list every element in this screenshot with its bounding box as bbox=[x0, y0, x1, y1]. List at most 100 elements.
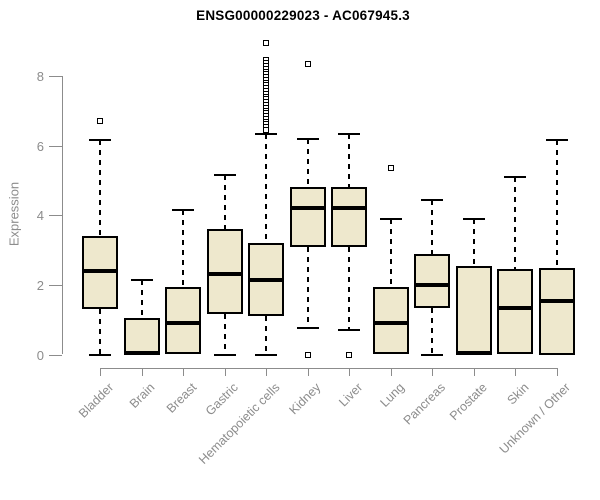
median-line bbox=[331, 206, 367, 211]
upper-whisker-cap bbox=[255, 132, 277, 135]
x-axis-tick bbox=[432, 367, 433, 376]
outlier-point bbox=[387, 165, 394, 172]
y-tick-label: 4 bbox=[36, 208, 44, 224]
y-axis-tick bbox=[49, 215, 62, 217]
x-axis-tick bbox=[349, 367, 350, 376]
median-line bbox=[123, 350, 160, 355]
y-axis-tick bbox=[49, 284, 62, 286]
x-axis-tick bbox=[515, 367, 516, 376]
x-category-label: Lung bbox=[377, 380, 407, 410]
upper-whisker-cap bbox=[213, 174, 236, 177]
lower-whisker-cap bbox=[255, 353, 277, 356]
y-axis-tick bbox=[49, 354, 62, 356]
upper-whisker bbox=[306, 138, 309, 188]
y-axis-tick bbox=[49, 76, 62, 78]
upper-whisker bbox=[99, 140, 101, 237]
box-gastric bbox=[206, 229, 243, 315]
box-brain bbox=[123, 317, 160, 355]
lower-whisker bbox=[265, 316, 267, 355]
x-axis-tick bbox=[390, 367, 392, 376]
upper-whisker bbox=[555, 140, 558, 268]
x-category-label: Pancreas bbox=[400, 380, 449, 428]
outlier-point bbox=[304, 60, 311, 67]
upper-whisker bbox=[348, 133, 350, 188]
x-category-label: Liver bbox=[336, 380, 366, 410]
median-line bbox=[289, 206, 326, 211]
x-axis-tick bbox=[307, 367, 309, 376]
upper-whisker-cap bbox=[379, 217, 402, 220]
x-category-label: Hematopoietic cells bbox=[195, 380, 283, 467]
box-pancreas bbox=[414, 253, 450, 308]
x-axis-tick bbox=[266, 367, 267, 376]
lower-whisker-cap bbox=[296, 327, 319, 330]
x-axis-tick bbox=[141, 367, 143, 376]
median-line bbox=[82, 268, 118, 273]
y-axis-line bbox=[62, 76, 63, 355]
lower-whisker bbox=[223, 314, 226, 355]
box-kidney bbox=[289, 187, 326, 247]
x-axis-tick bbox=[473, 367, 475, 376]
outlier-point bbox=[346, 351, 352, 358]
x-category-label: Breast bbox=[163, 380, 200, 416]
upper-whisker-cap bbox=[462, 217, 485, 220]
y-tick-label: 0 bbox=[36, 347, 44, 363]
lower-whisker bbox=[431, 307, 433, 355]
y-axis-tick bbox=[49, 145, 62, 147]
x-axis-line bbox=[100, 367, 558, 369]
median-line bbox=[497, 305, 533, 310]
lower-whisker bbox=[348, 246, 350, 331]
lower-whisker-cap bbox=[213, 353, 236, 356]
box-liver bbox=[331, 187, 367, 247]
y-tick-label: 8 bbox=[36, 69, 44, 85]
upper-whisker-cap bbox=[421, 198, 443, 201]
upper-whisker-cap bbox=[504, 176, 526, 179]
upper-whisker-cap bbox=[296, 137, 319, 140]
upper-whisker bbox=[389, 218, 392, 287]
y-tick-label: 6 bbox=[36, 138, 44, 154]
upper-whisker bbox=[182, 210, 184, 287]
median-line bbox=[165, 321, 201, 326]
upper-whisker bbox=[140, 279, 143, 318]
x-category-label: Brain bbox=[127, 380, 158, 411]
upper-whisker bbox=[472, 218, 475, 266]
upper-whisker-cap bbox=[89, 139, 111, 142]
upper-whisker-cap bbox=[172, 209, 194, 212]
lower-whisker-cap bbox=[89, 353, 111, 356]
box-unknown-other bbox=[538, 267, 575, 355]
x-category-label: Gastric bbox=[202, 380, 241, 419]
box-lung bbox=[372, 286, 409, 355]
upper-whisker-cap bbox=[130, 278, 153, 281]
upper-whisker bbox=[223, 175, 226, 230]
lower-whisker-cap bbox=[338, 329, 360, 332]
outlier-point bbox=[304, 351, 311, 358]
x-category-label: Prostate bbox=[446, 380, 490, 424]
median-line bbox=[538, 298, 575, 303]
lower-whisker bbox=[99, 309, 101, 355]
upper-whisker-cap bbox=[545, 139, 568, 142]
median-line bbox=[248, 277, 284, 282]
x-axis-tick bbox=[100, 367, 101, 376]
x-axis-tick bbox=[556, 367, 558, 376]
box-prostate bbox=[455, 265, 492, 355]
lower-whisker-cap bbox=[421, 353, 443, 356]
outlier-point bbox=[97, 118, 103, 125]
x-category-label: Kidney bbox=[286, 380, 324, 418]
x-axis-tick bbox=[224, 367, 226, 376]
box-skin bbox=[497, 269, 533, 355]
outlier-point bbox=[263, 127, 269, 134]
chart-title: ENSG00000229023 - AC067945.3 bbox=[196, 8, 410, 23]
box-breast bbox=[165, 286, 201, 355]
x-category-label: Bladder bbox=[75, 380, 117, 421]
x-category-label: Skin bbox=[504, 380, 532, 408]
median-line bbox=[455, 350, 492, 355]
lower-whisker bbox=[306, 246, 309, 329]
upper-whisker bbox=[514, 177, 516, 270]
upper-whisker bbox=[431, 199, 433, 254]
outlier-point bbox=[263, 40, 269, 47]
median-line bbox=[414, 282, 450, 287]
upper-whisker bbox=[265, 133, 267, 244]
upper-whisker-cap bbox=[338, 132, 360, 135]
median-line bbox=[206, 272, 243, 277]
y-tick-label: 2 bbox=[36, 277, 44, 293]
